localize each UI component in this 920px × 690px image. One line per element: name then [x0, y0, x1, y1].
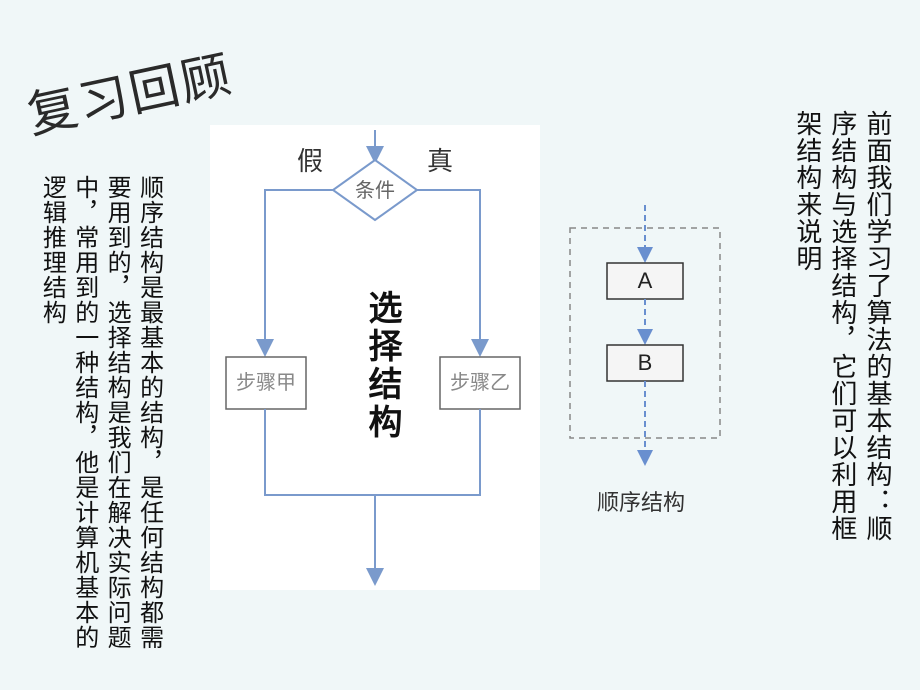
page-title: 复习回顾 [20, 34, 238, 148]
step-left-label: 步骤甲 [236, 371, 296, 394]
box-b-label: B [638, 350, 653, 375]
selection-label: 选择结构 [358, 290, 407, 442]
sequence-diagram: A B [555, 195, 735, 475]
false-label: 假 [297, 147, 323, 176]
true-label: 真 [427, 147, 453, 176]
condition-label: 条件 [355, 179, 395, 202]
intro-paragraph: 前面我们学习了算法的基本结构：顺序结构与选择结构，它们可以利用框架结构来说明 [790, 110, 895, 550]
step-right-label: 步骤乙 [450, 371, 510, 394]
left-paragraph: 顺序结构是最基本的结构，是任何结构都需要用到的，选择结构是我们在解决实际问题中，… [35, 175, 165, 655]
sequence-caption: 顺序结构 [597, 485, 685, 517]
box-a-label: A [638, 268, 653, 293]
